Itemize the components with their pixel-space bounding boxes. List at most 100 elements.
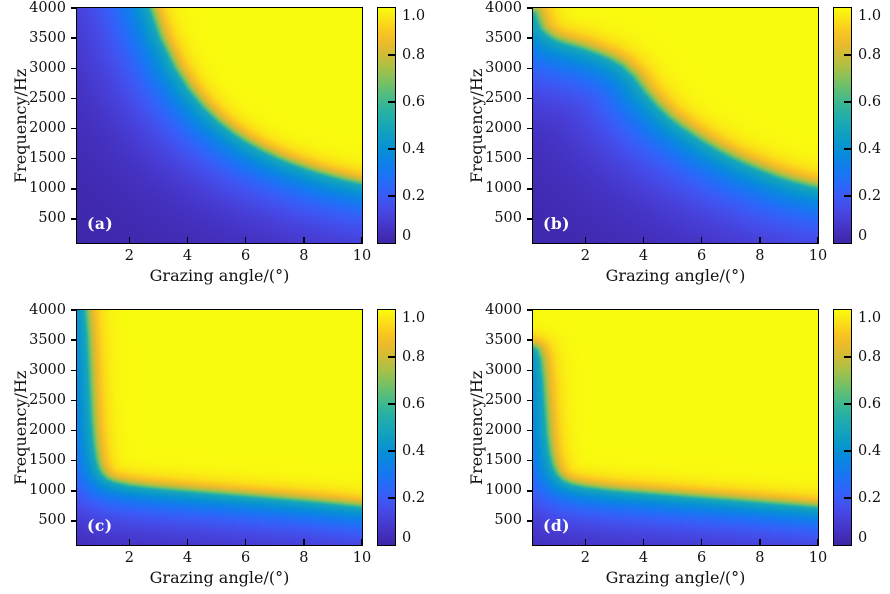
x-tick-mark	[817, 539, 819, 545]
colorbar-tick-label: 0.8	[858, 349, 882, 365]
x-tick-mark	[244, 237, 247, 243]
y-tick-label: 1000	[29, 482, 66, 499]
colorbar-tick-label: 0	[858, 530, 868, 546]
y-tick-label: 1000	[29, 180, 66, 197]
x-tick-label: 6	[697, 550, 707, 566]
colorbar-tick-mark	[844, 101, 851, 103]
y-tick-mark	[71, 97, 76, 100]
y-tick-label: 3500	[485, 331, 522, 348]
x-tick-mark	[700, 237, 703, 243]
colorbar-tick-mark	[844, 403, 851, 405]
y-tick-mark	[71, 459, 76, 462]
y-tick-mark	[527, 218, 532, 220]
y-tick-mark	[71, 309, 76, 311]
y-tick-mark	[71, 429, 76, 432]
y-tick-label: 4000	[29, 0, 66, 16]
x-tick-label: 2	[124, 248, 134, 264]
y-tick-mark	[527, 188, 532, 190]
x-tick-label: 4	[638, 550, 649, 566]
y-tick-mark	[527, 429, 532, 432]
x-tick-mark	[361, 539, 363, 545]
y-tick-label: 3000	[485, 361, 522, 378]
colorbar-tick-mark	[388, 54, 395, 56]
y-tick-label: 2000	[485, 120, 522, 136]
y-tick-mark	[71, 399, 76, 402]
y-tick-label: 1000	[485, 180, 522, 197]
colorbar-tick-mark	[844, 497, 851, 499]
y-tick-mark	[527, 37, 532, 39]
colorbar-frame	[833, 309, 852, 546]
y-tick-label: 3500	[29, 29, 66, 46]
x-tick-label: 2	[580, 550, 590, 566]
x-tick-label: 2	[124, 550, 134, 566]
x-tick-label: 6	[241, 550, 251, 566]
y-tick-label: 2000	[485, 422, 522, 438]
y-axis-title: Frequency/Hz	[467, 68, 486, 183]
y-tick-mark	[71, 218, 76, 220]
y-tick-mark	[71, 7, 76, 9]
y-tick-label: 2000	[29, 120, 66, 136]
colorbar-canvas	[834, 8, 851, 243]
panel-tag: (b)	[543, 214, 571, 233]
y-tick-label: 4000	[29, 301, 66, 318]
colorbar-canvas	[378, 310, 395, 545]
y-tick-mark	[71, 490, 76, 492]
colorbar-tick-mark	[844, 195, 851, 197]
colorbar-tick-mark	[388, 450, 395, 452]
y-tick-mark	[71, 520, 76, 522]
y-tick-mark	[71, 188, 76, 190]
colorbar-tick-label: 0.8	[402, 47, 426, 63]
colorbar-canvas	[378, 8, 395, 243]
colorbar-tick-mark	[844, 356, 851, 358]
x-tick-label: 6	[241, 248, 251, 264]
y-tick-label: 2500	[485, 89, 522, 106]
heatmap-canvas	[533, 310, 818, 545]
colorbar-tick-label: 0.2	[402, 188, 426, 204]
y-tick-label: 500	[494, 210, 522, 227]
colorbar-tick-mark	[388, 403, 395, 405]
x-tick-label: 10	[352, 248, 372, 264]
x-tick-mark	[186, 539, 189, 545]
x-tick-label: 8	[299, 248, 309, 264]
colorbar-tick-label: 1.0	[402, 310, 426, 326]
x-tick-label: 10	[808, 550, 828, 566]
y-tick-label: 3000	[29, 361, 66, 378]
colorbar-tick-mark	[388, 497, 395, 499]
x-tick-label: 8	[299, 550, 309, 566]
colorbar-tick-label: 0.6	[858, 396, 882, 412]
x-tick-label: 8	[755, 550, 765, 566]
x-tick-mark	[759, 237, 761, 243]
colorbar-tick-label: 1.0	[858, 8, 882, 24]
colorbar-tick-label: 0.6	[402, 94, 426, 110]
colorbar-tick-label: 0	[858, 228, 868, 244]
y-tick-label: 2500	[485, 391, 522, 408]
x-tick-label: 4	[182, 550, 193, 566]
x-tick-label: 8	[755, 248, 765, 264]
colorbar-canvas	[834, 310, 851, 545]
y-tick-mark	[527, 7, 532, 9]
x-tick-mark	[361, 237, 363, 243]
plot-frame	[76, 7, 363, 244]
x-axis-title: Grazing angle/(°)	[605, 568, 746, 587]
colorbar-frame	[833, 7, 852, 244]
x-tick-mark	[303, 539, 305, 545]
x-tick-label: 4	[182, 248, 193, 264]
y-tick-label: 2500	[29, 391, 66, 408]
x-tick-mark	[759, 539, 761, 545]
y-tick-label: 1500	[29, 452, 66, 469]
colorbar-tick-label: 0.4	[858, 443, 882, 459]
colorbar-tick-label: 0.8	[402, 349, 426, 365]
x-axis-title: Grazing angle/(°)	[605, 266, 746, 285]
colorbar-tick-label: 0.2	[858, 490, 882, 506]
y-tick-label: 3000	[485, 59, 522, 76]
panel-tag: (d)	[543, 516, 571, 535]
y-tick-label: 3500	[485, 29, 522, 46]
x-tick-mark	[642, 539, 645, 545]
y-tick-label: 1500	[29, 150, 66, 167]
x-tick-mark	[128, 237, 131, 243]
y-tick-mark	[527, 67, 532, 69]
y-tick-mark	[71, 67, 76, 69]
y-tick-mark	[527, 339, 532, 341]
y-tick-mark	[71, 369, 76, 371]
